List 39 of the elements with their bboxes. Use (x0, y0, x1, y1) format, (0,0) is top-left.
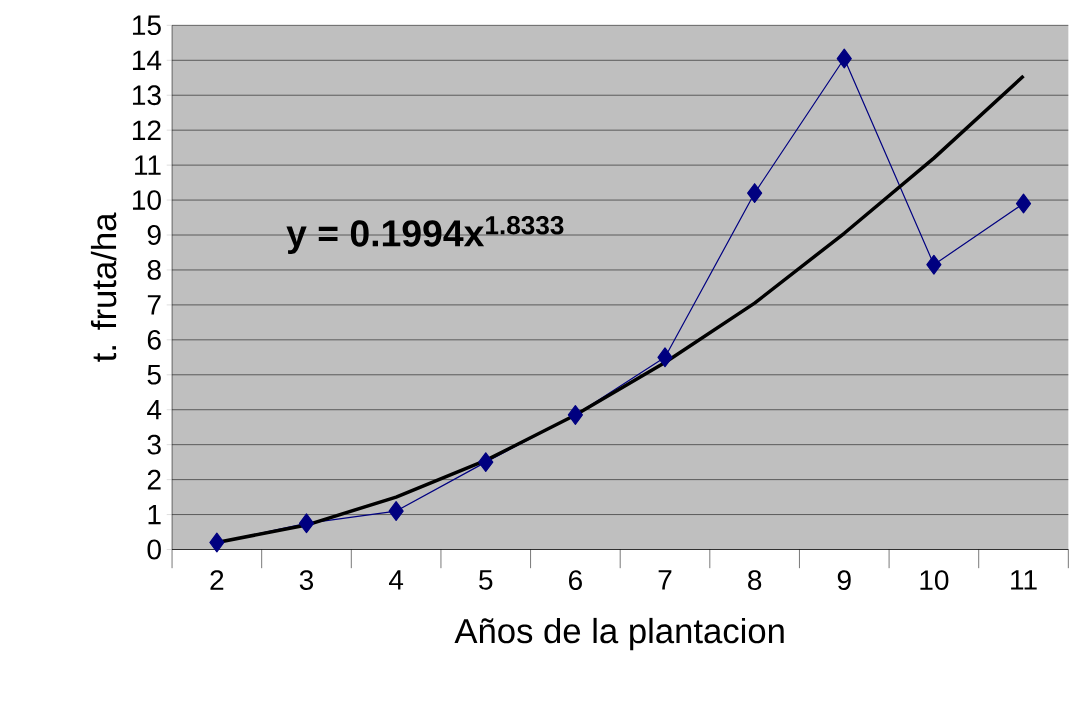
x-tick-label: 2 (210, 570, 224, 590)
y-tick-label: 0 (147, 539, 161, 560)
point (747, 183, 763, 203)
x-tick-label: 8 (748, 570, 762, 590)
x-tick-label: 7 (658, 570, 672, 590)
point (567, 404, 583, 425)
y-tick-label: 8 (147, 259, 161, 280)
y-tick-label: 13 (132, 85, 161, 106)
x-tick-label: 11 (1011, 570, 1037, 590)
y-tick-label: 2 (147, 469, 161, 490)
y-tick-label: 4 (147, 399, 162, 420)
x-tick-label: 5 (479, 570, 493, 590)
y-axis-title: t. fruta/ha (90, 212, 117, 362)
point (388, 501, 404, 521)
x-tick-label: 9 (837, 570, 851, 590)
y-tick-label: 3 (147, 434, 161, 455)
y-tick-label: 7 (147, 295, 161, 315)
y-tick-label: 14 (132, 50, 162, 70)
point (209, 532, 225, 553)
point (836, 48, 852, 69)
point (926, 254, 942, 275)
y-tick-label: 11 (135, 155, 161, 175)
x-tick-label: 3 (299, 570, 314, 590)
point (657, 347, 673, 368)
x-tick-label: 6 (569, 570, 582, 590)
annotation: y = 0.1994x$^{1.8333}$ (286, 215, 564, 254)
y-tick-label: 6 (147, 329, 161, 350)
y-tick-label: 1 (148, 504, 161, 525)
y-tick-label: 10 (132, 190, 161, 210)
x-axis-title: Años de la plantacion (454, 617, 784, 651)
y-tick-label: 9 (147, 224, 161, 245)
point (478, 452, 494, 472)
y-tick-label: 5 (147, 364, 161, 385)
x-tick-label: 10 (920, 570, 949, 590)
point (298, 513, 315, 534)
point (1015, 193, 1032, 214)
x-tick-label: 4 (388, 570, 404, 590)
y-tick-label: 12 (132, 120, 161, 140)
y-tick-label: 15 (132, 15, 161, 35)
